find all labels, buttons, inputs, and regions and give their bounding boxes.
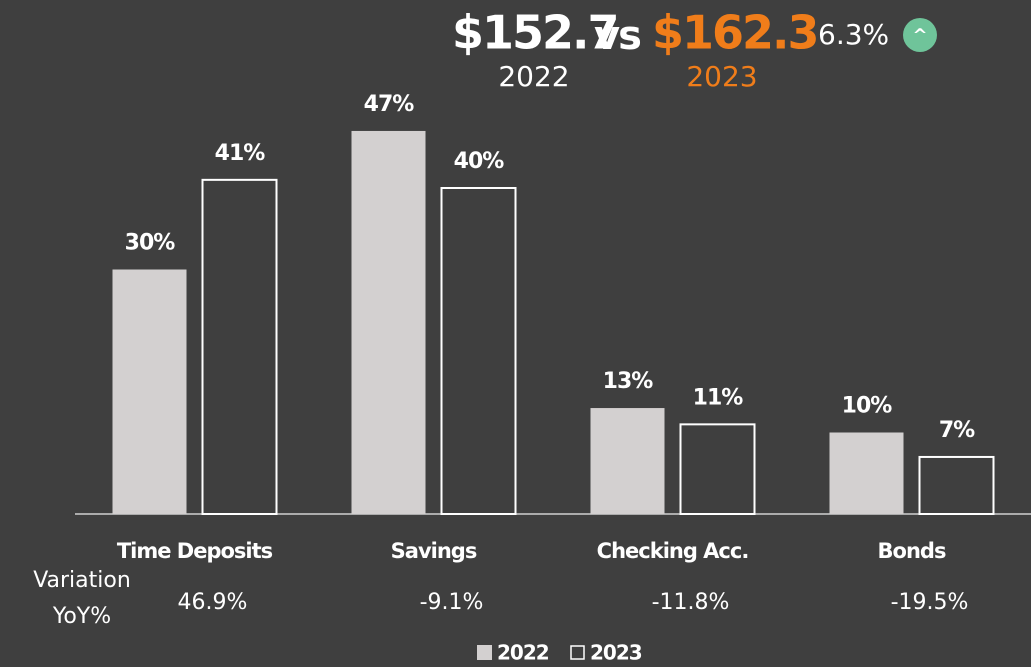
change-icon-bg [903,18,937,52]
variation-value: 46.9% [178,590,248,615]
variation-label: YoY% [52,604,111,629]
x-tick-label: Savings [391,539,477,563]
bar [679,423,756,516]
value-label: 41% [215,141,266,166]
year-2022: 2022 [498,60,569,93]
value-label: 7% [939,418,975,443]
variation-value: -11.8% [652,590,730,615]
x-tick-label: Checking Acc. [597,539,749,563]
change: 6.3% [818,18,889,51]
bar [351,130,426,514]
bar [829,432,904,514]
value-label: 10% [842,394,893,419]
value-label: 11% [693,385,744,410]
legend-swatch [477,645,492,660]
legend-swatch [570,645,585,660]
value-label: 30% [125,231,176,256]
bar [201,178,278,515]
legend-label: 2022 [497,641,549,665]
variation-value: -9.1% [420,590,484,615]
x-tick-label: Bonds [878,539,946,563]
total-2022: $152.7 [452,6,618,60]
value-label: 40% [454,149,505,174]
value-label: 13% [603,369,654,394]
legend-label: 2023 [590,641,642,665]
year-2023: 2023 [686,60,757,93]
variation-value: -19.5% [891,590,969,615]
value-label: 47% [364,92,415,117]
variation-label: Variation [33,568,131,593]
bar [590,408,665,514]
bar [440,187,517,515]
bar [918,455,995,516]
vs: vs [594,13,640,59]
bar [112,269,187,514]
total-2023: $162.3 [652,6,818,60]
change-icon: ^ [912,25,927,46]
x-tick-label: Time Deposits [117,539,273,563]
